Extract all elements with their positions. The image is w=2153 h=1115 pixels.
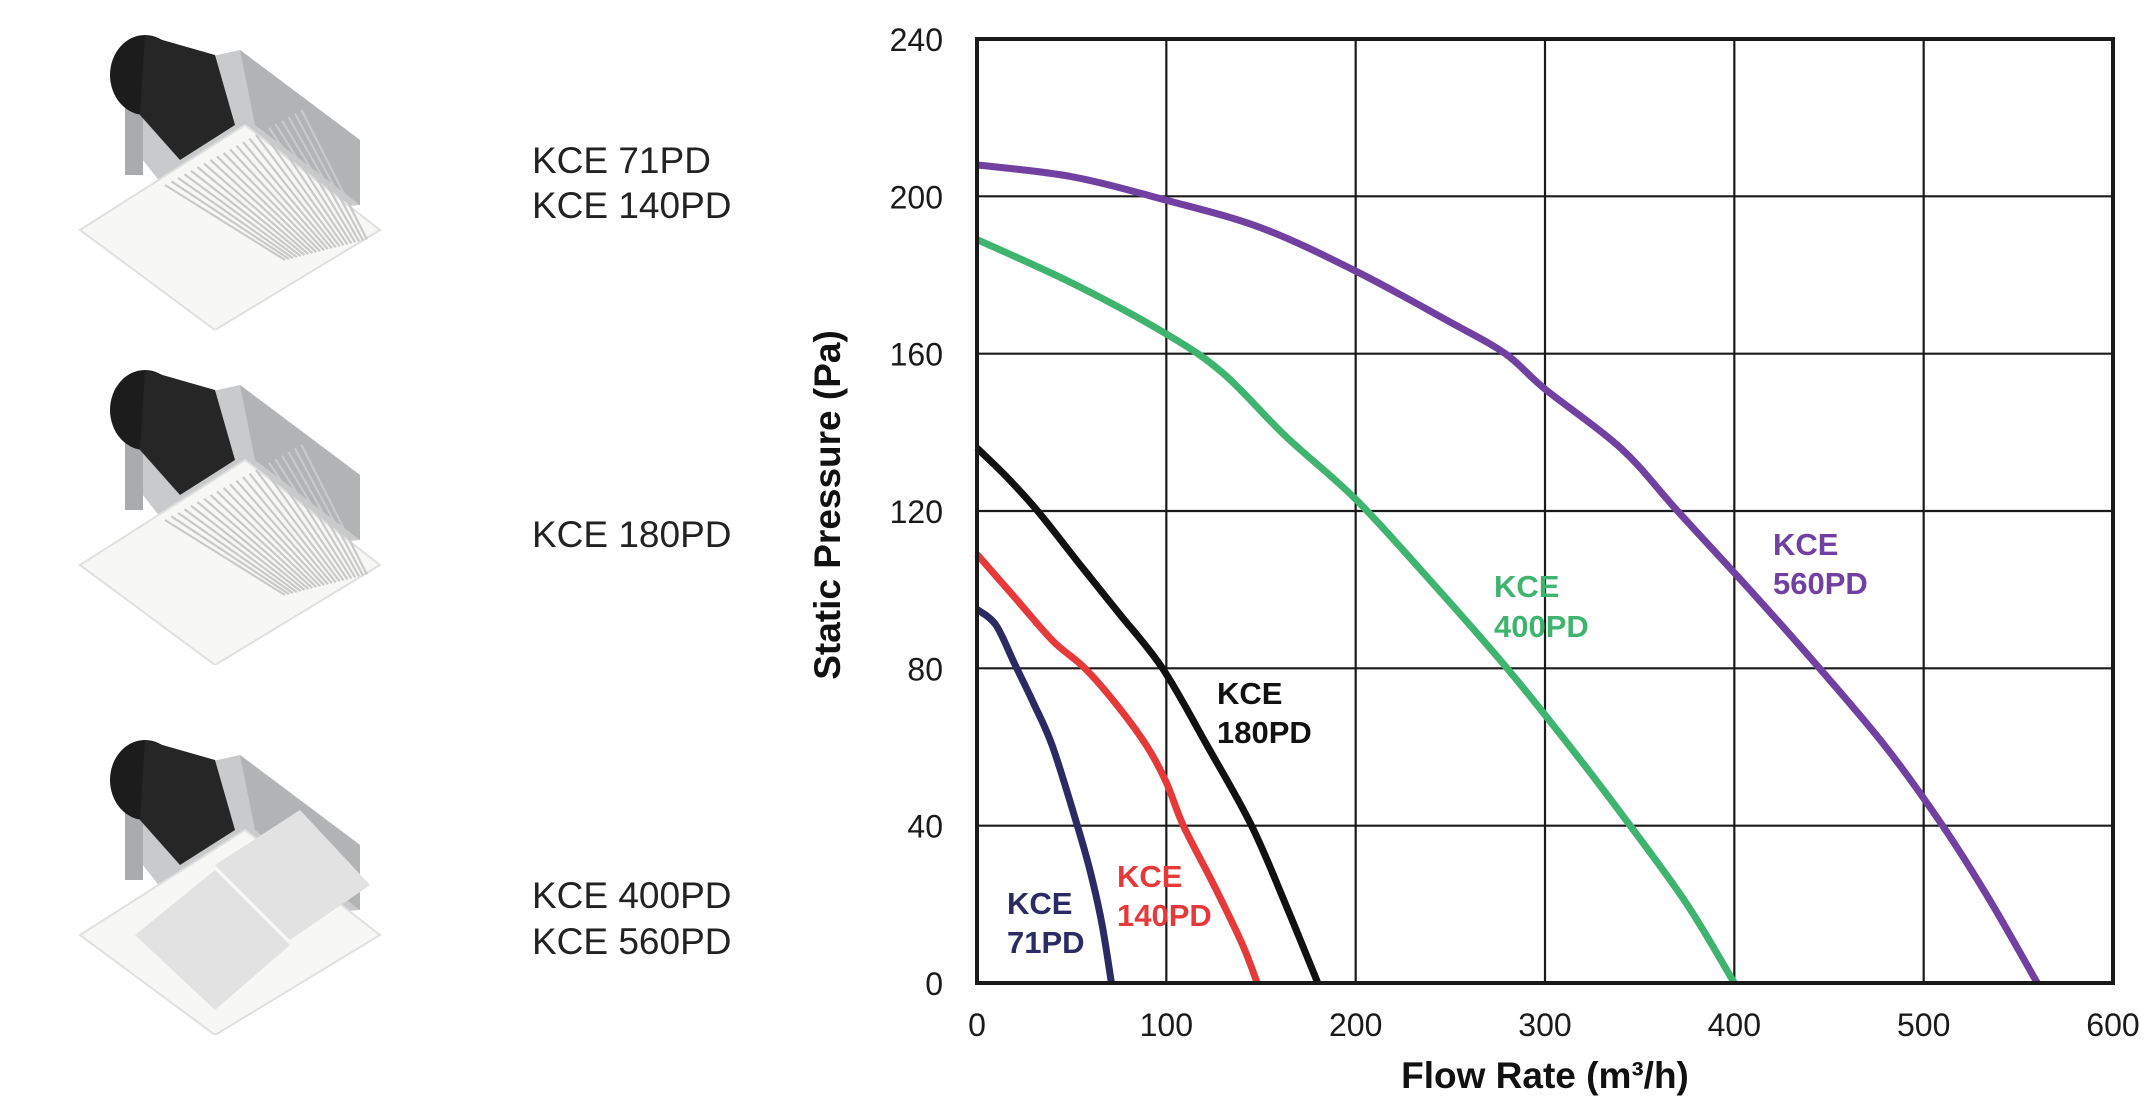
product-image [40, 735, 410, 1037]
exhaust-fan-icon [78, 740, 382, 1037]
x-tick-labels: 0 100 200 300 400 500 600 [968, 1007, 2140, 1043]
product-name: KCE 560PD [532, 921, 732, 962]
curve-label-kce-400pd: 400PD [1494, 609, 1589, 644]
x-tick-label: 600 [2086, 1007, 2139, 1043]
grid-lines [975, 37, 2115, 985]
y-axis-label: Static Pressure (Pa) [807, 330, 848, 680]
y-tick-label: 240 [890, 22, 943, 58]
curve-kce-71pd [974, 606, 1115, 984]
x-tick-label: 500 [1897, 1007, 1950, 1043]
x-tick-label: 0 [968, 1007, 986, 1043]
curve-label-kce-560pd: KCE [1773, 527, 1838, 562]
curve-kce-560pd [976, 161, 2041, 985]
product-name: KCE 71PD [532, 140, 711, 181]
curve-label-kce-140pd: KCE [1117, 859, 1182, 894]
y-tick-label: 0 [925, 966, 943, 1002]
product-image [40, 365, 410, 667]
y-tick-label: 40 [907, 809, 943, 845]
curves [974, 161, 2041, 985]
curve-kce-400pd [975, 236, 1738, 985]
product-name: KCE 400PD [532, 875, 732, 916]
y-tick-labels: 0 40 80 120 160 200 240 [890, 22, 943, 1002]
y-tick-label: 160 [890, 337, 943, 373]
curve-label-kce-71pd: 71PD [1007, 925, 1085, 960]
curve-labels: KCE 71PD KCE 140PD KCE 180PD KCE 400PD KCE 560PD [1007, 527, 1868, 960]
curve-label-kce-140pd: 140PD [1117, 898, 1212, 933]
curve-label-kce-180pd: KCE [1217, 676, 1282, 711]
product-name: KCE 140PD [532, 185, 732, 226]
x-tick-label: 100 [1140, 1007, 1193, 1043]
curve-label-kce-180pd: 180PD [1217, 715, 1312, 750]
x-axis-label: Flow Rate (m³/h) [1401, 1055, 1689, 1096]
exhaust-fan-icon [78, 370, 382, 667]
x-tick-label: 200 [1329, 1007, 1382, 1043]
curve-kce-140pd [974, 551, 1261, 985]
curve-label-kce-71pd: KCE [1007, 886, 1072, 921]
y-tick-label: 120 [890, 494, 943, 530]
x-tick-label: 400 [1708, 1007, 1761, 1043]
y-tick-label: 200 [890, 179, 943, 215]
y-tick-label: 80 [907, 651, 943, 687]
exhaust-fan-icon [78, 35, 382, 332]
x-tick-label: 300 [1518, 1007, 1571, 1043]
curve-kce-180pd [974, 445, 1322, 985]
plot-frame [975, 37, 2115, 985]
product-name: KCE 180PD [532, 514, 732, 555]
curve-label-kce-400pd: KCE [1494, 569, 1559, 604]
product-image [40, 30, 410, 332]
curve-label-kce-560pd: 560PD [1773, 566, 1868, 601]
